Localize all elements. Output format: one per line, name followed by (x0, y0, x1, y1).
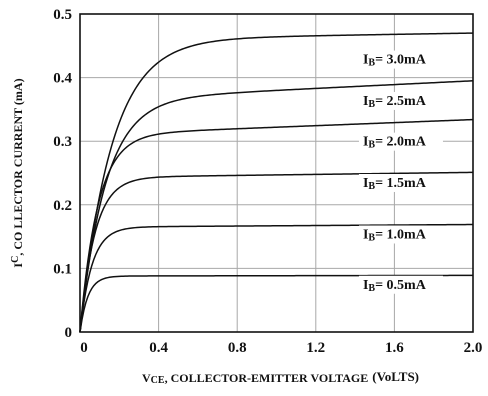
y-tick-label: 0.1 (53, 261, 72, 277)
x-axis-title-unit: (VoLTS) (372, 369, 419, 384)
plot-frame (79, 13, 474, 333)
series-label-subscript: B (368, 99, 375, 110)
series-label-value: = 1.0mA (375, 228, 427, 243)
y-tick-label: 0.5 (53, 7, 72, 23)
series-label-subscript: B (368, 181, 375, 192)
series-label-background (358, 91, 443, 110)
series-line (79, 274, 473, 333)
curves (79, 32, 474, 333)
series-label-subscript: B (368, 140, 375, 151)
x-tick-label: 0.8 (228, 340, 247, 356)
series-label-background (358, 173, 443, 192)
series-label-symbol: I (363, 278, 368, 293)
series-label: IB= 3.0mA (363, 53, 427, 69)
series-line (79, 118, 474, 333)
series-label-value: = 2.0mA (375, 135, 427, 150)
series-label: IB= 2.0mA (363, 135, 427, 151)
y-tick-label: 0.4 (53, 71, 72, 87)
x-tick-labels: 0 0.4 0.8 1.2 1.6 2.0 (80, 340, 482, 356)
x-tick-label: 1.2 (306, 340, 325, 356)
series-label-background (358, 50, 443, 69)
series-line (79, 171, 474, 333)
series-line (79, 80, 474, 333)
x-axis-title-prefix: V (142, 371, 151, 385)
x-axis-title: VCE, COLLECTOR-EMITTER VOLTAGE (VoLTS) (142, 369, 419, 386)
series-label-value: = 1.5mA (375, 176, 427, 191)
series-label-subscript: B (368, 283, 375, 294)
series-label-symbol: I (363, 94, 368, 109)
series-label-background (358, 275, 443, 294)
x-axis-title-subscript: CE (151, 375, 165, 386)
series-label-symbol: I (363, 228, 368, 243)
series-label-value: = 0.5mA (375, 278, 427, 293)
series-label-background (358, 132, 443, 151)
series-label: IB= 2.5mA (363, 94, 427, 110)
x-tick-label: 2.0 (464, 340, 483, 356)
series-label-symbol: I (363, 53, 368, 68)
y-tick-label: 0.2 (53, 198, 72, 214)
series-label-subscript: B (368, 233, 375, 244)
series-label-symbol: I (363, 135, 368, 150)
y-axis-title-text: , CO LLECTOR CURRENT (mA) (11, 78, 25, 255)
y-tick-label: 0 (65, 325, 73, 341)
x-tick-label: 0 (80, 340, 88, 356)
series-line (79, 32, 474, 333)
series-label-symbol: I (363, 176, 368, 191)
series-label-subscript: B (368, 58, 375, 69)
x-tick-label: 1.6 (385, 340, 404, 356)
series-label-background (358, 225, 443, 244)
y-axis-title: IC, CO LLECTOR CURRENT (mA) (10, 78, 25, 267)
series-label: IB= 0.5mA (363, 278, 427, 294)
y-axis-title-prefix: I (11, 263, 25, 268)
series-label: IB= 1.0mA (363, 228, 427, 244)
series-label-value: = 3.0mA (375, 53, 427, 68)
series-line (79, 223, 474, 333)
series-label: IB= 1.5mA (363, 176, 427, 192)
y-tick-label: 0.3 (53, 134, 72, 150)
y-axis-title-subscript: C (10, 256, 21, 263)
series-label-value: = 2.5mA (375, 94, 427, 109)
y-tick-labels: 0 0.1 0.2 0.3 0.4 0.5 (53, 7, 72, 341)
x-tick-label: 0.4 (149, 340, 168, 356)
x-axis-title-text: , COLLECTOR-EMITTER VOLTAGE (165, 371, 369, 385)
